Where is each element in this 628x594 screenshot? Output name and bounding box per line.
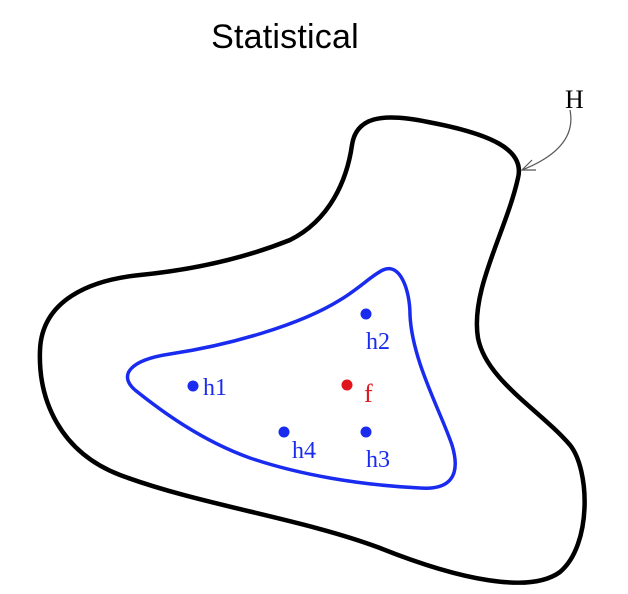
outer-region-label: H [565, 85, 584, 114]
point-h4-marker [278, 426, 290, 438]
point-h3-label: h3 [366, 447, 390, 473]
point-h1: h1 [187, 375, 227, 401]
point-h1-label: h1 [203, 375, 227, 401]
point-h2-label: h2 [366, 329, 390, 355]
point-h4-label: h4 [292, 438, 316, 464]
inner-region [125, 266, 457, 490]
diagram-title: Statistical [211, 18, 359, 56]
point-f-label: f [364, 379, 373, 408]
point-f-marker [341, 379, 353, 391]
point-h2-marker [360, 308, 372, 320]
H-pointer-arrow [521, 109, 572, 171]
point-h3: h3 [360, 426, 390, 473]
point-h3-marker [360, 426, 372, 438]
H-pointer-arrowhead [520, 159, 536, 171]
point-f: f [341, 379, 373, 408]
outer-region-H [37, 115, 587, 585]
point-h4: h4 [278, 426, 316, 464]
point-h2: h2 [360, 308, 390, 355]
point-h1-marker [187, 380, 199, 392]
